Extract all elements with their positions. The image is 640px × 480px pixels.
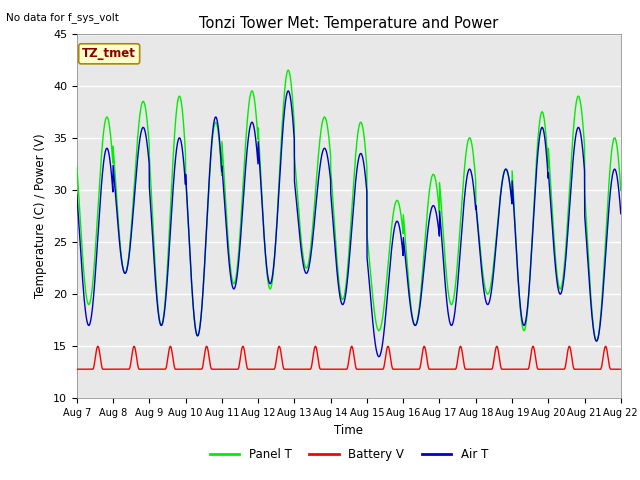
X-axis label: Time: Time: [334, 424, 364, 437]
Text: TZ_tmet: TZ_tmet: [82, 48, 136, 60]
Text: No data for f_sys_volt: No data for f_sys_volt: [6, 12, 119, 23]
Legend: Panel T, Battery V, Air T: Panel T, Battery V, Air T: [205, 443, 493, 466]
Title: Tonzi Tower Met: Temperature and Power: Tonzi Tower Met: Temperature and Power: [199, 16, 499, 31]
Y-axis label: Temperature (C) / Power (V): Temperature (C) / Power (V): [35, 134, 47, 298]
